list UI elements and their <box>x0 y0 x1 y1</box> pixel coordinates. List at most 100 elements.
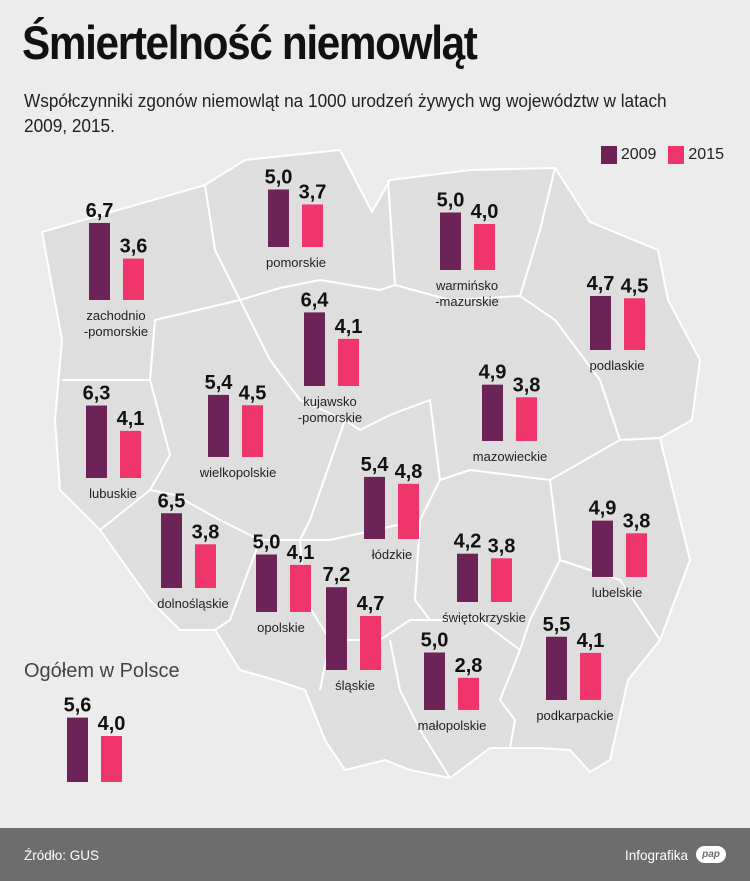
overall-poland-title: Ogółem w Polsce <box>24 660 180 682</box>
bar-2015 <box>474 224 495 270</box>
region-label: -pomorskie <box>84 324 148 339</box>
bar-group-warmińsko-mazurskie: 5,0 4,0 warmińsko-mazurskie <box>435 190 499 310</box>
value-label-2009: 4,7 <box>587 273 615 295</box>
bar-2009 <box>326 587 347 670</box>
bar-2009 <box>208 394 229 457</box>
value-label-2009: 5,5 <box>543 614 571 636</box>
bar-group-podkarpackie: 5,5 4,1 podkarpackie <box>536 614 613 723</box>
value-label-2009: 5,6 <box>64 695 92 717</box>
bar-2009 <box>482 384 503 441</box>
value-label-2009: 6,3 <box>83 383 111 405</box>
region-label: -mazurskie <box>435 294 499 309</box>
bar-2009 <box>424 652 445 710</box>
bar-group-pomorskie: 5,0 3,7 pomorskie <box>265 167 327 271</box>
bar-2015 <box>491 558 512 602</box>
region-label: wielkopolskie <box>199 465 277 480</box>
bar-2015 <box>195 544 216 588</box>
bar-2015 <box>302 204 323 247</box>
poland-map <box>41 149 701 779</box>
region-label: podlaskie <box>590 358 645 373</box>
bar-2009 <box>590 295 611 350</box>
region-label: -pomorskie <box>298 410 362 425</box>
bar-2015 <box>398 483 419 539</box>
region-label: małopolskie <box>418 718 487 733</box>
value-label-2009: 5,0 <box>265 167 293 189</box>
bar-group-kujawsko-pomorskie: 6,44,1 kujawsko-pomorskie <box>298 289 363 425</box>
bar-group-świętokrzyskie: 4,2 3,8 świętokrzyskie <box>442 531 526 625</box>
bar-2015 <box>290 564 311 612</box>
value-label-2015: 4,1 <box>117 408 145 430</box>
legend-item-2009: 2009 <box>600 146 657 164</box>
value-label-2015: 4,7 <box>357 593 385 615</box>
value-label-2015: 4,0 <box>98 713 126 735</box>
region-label: mazowieckie <box>473 449 547 464</box>
bar-group-opolskie: 5,0 4,1 opolskie <box>253 532 315 636</box>
region-label: łódzkie <box>372 547 412 562</box>
value-label-2015: 4,1 <box>335 316 363 338</box>
value-label-2009: 6,5 <box>158 490 186 512</box>
value-label-2015: 3,8 <box>488 535 516 557</box>
chart-subtitle: Współczynniki zgonów niemowląt na 1000 u… <box>24 90 667 136</box>
value-label-2015: 4,5 <box>239 382 267 404</box>
bar-group-mazowieckie: 4,9 3,8 mazowieckie <box>473 362 547 464</box>
bar-2009 <box>457 553 478 602</box>
bar-group-śląskie: 7,2 4,7 śląskie <box>323 564 385 693</box>
region-label: lubuskie <box>89 486 137 501</box>
region-label: podkarpackie <box>536 708 613 723</box>
bar-2015 <box>458 677 479 710</box>
bar-2015 <box>516 397 537 441</box>
value-label-2015: 4,5 <box>621 275 649 297</box>
legend: 2009 2015 <box>589 146 724 164</box>
legend-item-2015: 2015 <box>668 146 724 164</box>
bar-group-lubelskie: 4,9 3,8 lubelskie <box>589 498 651 600</box>
map-borders <box>62 167 661 779</box>
page-title: Śmiertelność niemowląt <box>22 16 478 69</box>
value-label-2015: 4,1 <box>577 630 605 652</box>
value-label-2009: 5,0 <box>253 532 281 554</box>
region-label: kujawsko <box>303 394 356 409</box>
value-label-2015: 2,8 <box>455 655 483 677</box>
value-label-2009: 4,2 <box>454 531 482 553</box>
legend-label-2015: 2015 <box>688 146 724 163</box>
region-label: opolskie <box>257 620 305 635</box>
value-label-2015: 3,7 <box>299 181 327 203</box>
bar-2009 <box>440 212 461 270</box>
legend-swatch-2009 <box>600 146 617 164</box>
bar-group-podlaskie: 4,7 4,5 podlaskie <box>587 273 649 373</box>
value-label-2009: 4,9 <box>589 498 617 520</box>
bar-2009 <box>67 717 88 782</box>
value-label-2009: 6,7 <box>86 200 114 222</box>
bar-2009 <box>86 405 107 478</box>
legend-swatch-2015 <box>668 146 685 164</box>
bar-groups: 6,73,6zachodnio-pomorskie5,03,7pomorskie… <box>64 167 651 782</box>
bar-2009 <box>546 636 567 700</box>
brand-text: Infografika <box>624 848 688 863</box>
value-label-2015: 3,8 <box>623 510 651 532</box>
pap-logo: pap <box>696 846 726 863</box>
bar-group-ogółem-w-polsce: 5,6 4,0 <box>64 695 126 782</box>
value-label-2009: 5,4 <box>361 454 390 476</box>
bar-2015 <box>101 736 122 782</box>
value-label-2009: 5,0 <box>421 630 449 652</box>
bar-2009 <box>89 222 110 300</box>
bar-2015 <box>123 258 144 300</box>
region-label: śląskie <box>335 678 375 693</box>
bar-group-małopolskie: 5,0 2,8 małopolskie <box>418 630 487 734</box>
bar-2015 <box>626 533 647 577</box>
bar-2015 <box>360 615 381 670</box>
region-label: pomorskie <box>266 255 326 270</box>
value-label-2015: 4,1 <box>287 542 315 564</box>
bar-2015 <box>242 405 263 457</box>
value-label-2009: 7,2 <box>323 564 351 586</box>
bar-2009 <box>256 554 277 612</box>
value-label-2015: 3,6 <box>120 236 148 258</box>
bar-2015 <box>338 338 359 386</box>
bar-group-łódzkie: 5,4 4,8 łódzkie <box>361 454 423 562</box>
legend-label-2009: 2009 <box>620 146 657 163</box>
bar-2009 <box>364 476 385 539</box>
value-label-2009: 6,4 <box>301 289 330 311</box>
bar-2009 <box>161 513 182 588</box>
value-label-2015: 3,8 <box>192 521 220 543</box>
region-label: świętokrzyskie <box>442 610 526 625</box>
bar-2015 <box>624 298 645 350</box>
